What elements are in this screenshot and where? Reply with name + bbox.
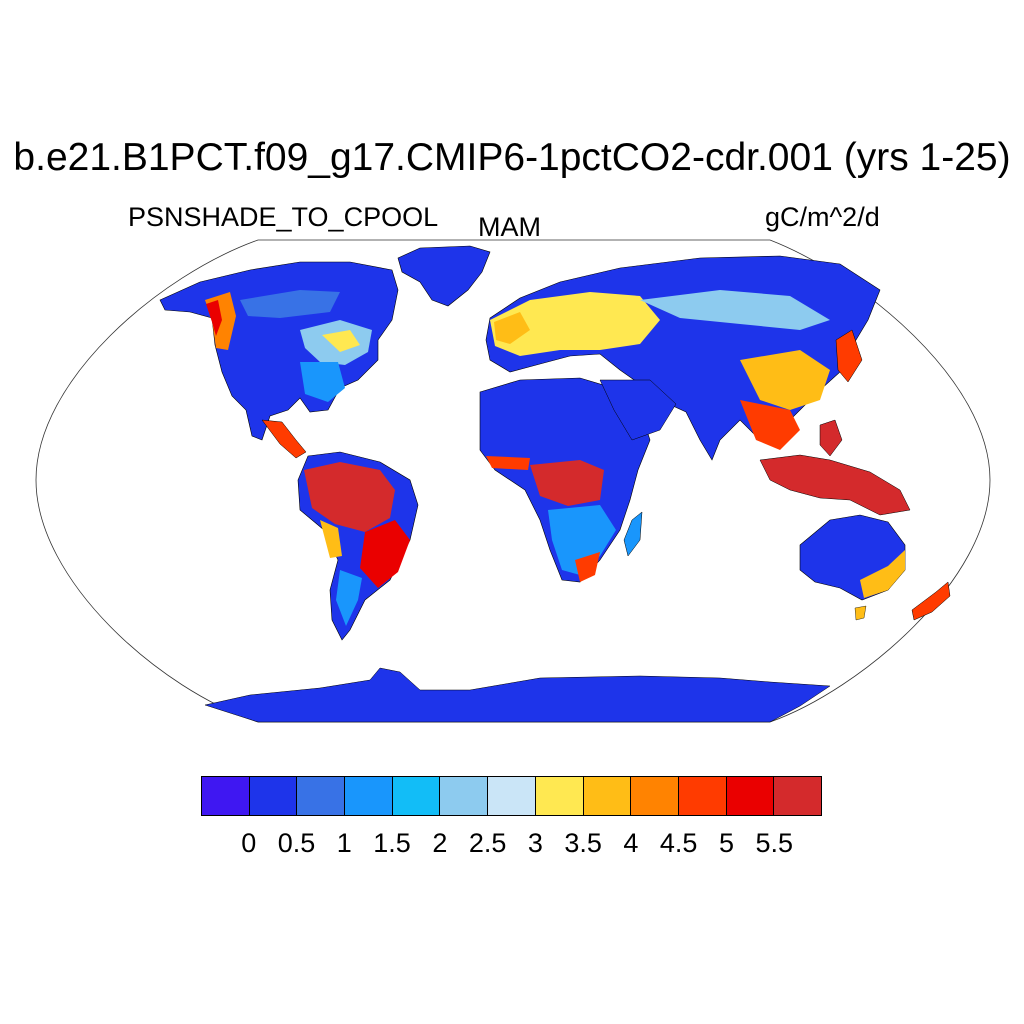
land-antarctica [204, 667, 831, 723]
colorbar-tick-label: 4 [623, 828, 639, 858]
region-europe [490, 292, 660, 356]
colorbar-swatch [678, 777, 727, 815]
colorbar-tick-label: 1 [336, 828, 352, 858]
colorbar-tick-label: 0.5 [277, 828, 316, 858]
colorbar-tick-label: 2.5 [468, 828, 507, 858]
colorbar-swatch [297, 777, 346, 815]
units-label: gC/m^2/d [765, 202, 880, 232]
region-japan [835, 329, 863, 383]
region-se-australia [860, 550, 905, 598]
colorbar-tick-label: 4.5 [659, 828, 698, 858]
land-indonesia [759, 454, 911, 516]
region-se-brazil [360, 520, 410, 588]
land-greenland [397, 245, 491, 307]
colorbar-tick-label: 1.5 [373, 828, 411, 858]
colorbar-tick-label: 2 [432, 828, 448, 858]
land-philippines [819, 419, 843, 457]
land-madagascar [623, 511, 643, 557]
region-sa-south [336, 570, 362, 626]
region-amazon [304, 462, 395, 532]
land-arabia [599, 379, 677, 441]
region-central-america [261, 419, 307, 459]
region-na-great-lakes [322, 330, 360, 352]
region-se-asia [740, 400, 800, 450]
colorbar-swatch [774, 777, 821, 815]
region-na-boreal [240, 290, 340, 318]
region-sa-west [320, 520, 342, 558]
colorbar-swatch [583, 777, 632, 815]
colorbar [201, 776, 822, 816]
colorbar-swatch [440, 777, 489, 815]
region-europe-west [494, 312, 530, 344]
region-na-southeast [300, 362, 345, 402]
region-east-asia [740, 350, 830, 410]
colorbar-tick-label: 5 [718, 828, 734, 858]
region-siberia [640, 290, 830, 330]
colorbar-swatch [535, 777, 584, 815]
region-se-africa [575, 552, 600, 582]
colorbar-tick-label: 3.5 [564, 828, 602, 858]
colorbar-swatch [345, 777, 393, 815]
region-na-west-coast-red [206, 300, 222, 336]
colorbar-swatch [202, 777, 250, 815]
region-southern-africa [548, 505, 616, 575]
colorbar-swatch [249, 777, 298, 815]
colorbar-tick-label: 3 [527, 828, 543, 858]
variable-label: PSNSHADE_TO_CPOOL [128, 202, 439, 232]
region-west-africa [486, 456, 530, 470]
colorbar-ticks: 0 0.5 1 1.5 2 2.5 3 3.5 4 4.5 5 5.5 [201, 826, 822, 860]
colorbar-swatch [392, 777, 441, 815]
region-central-africa [530, 460, 604, 506]
season-label: MAM [478, 212, 541, 242]
colorbar-tick-label: 5.5 [755, 828, 793, 858]
land-tasmania [854, 605, 867, 621]
colorbar-tick-label: 0 [241, 828, 257, 858]
colorbar-swatch [726, 777, 775, 815]
colorbar-swatch [488, 777, 536, 815]
land-new-zealand [911, 581, 951, 621]
colorbar-swatch [631, 777, 679, 815]
plot-title: b.e21.B1PCT.f09_g17.CMIP6-1pctCO2-cdr.00… [13, 136, 1011, 179]
